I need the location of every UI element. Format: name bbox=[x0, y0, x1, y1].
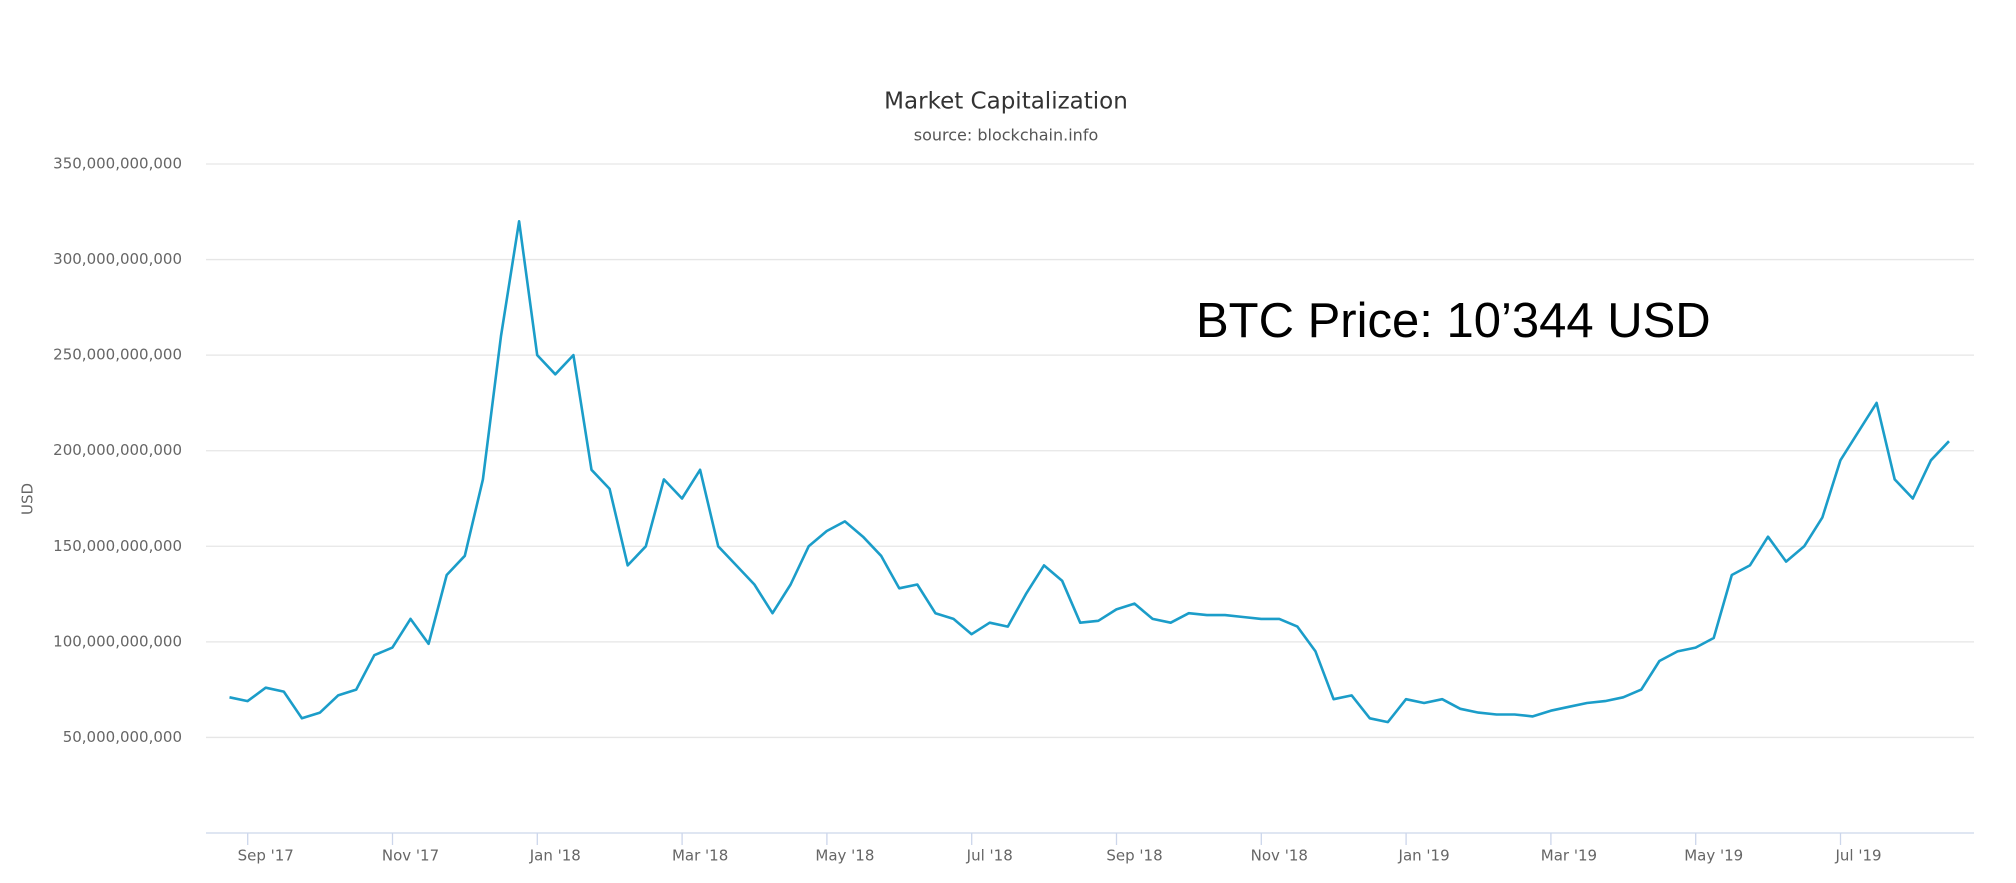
y-tick-label: 200,000,000,000 bbox=[53, 441, 182, 459]
y-tick-label: 350,000,000,000 bbox=[53, 155, 182, 173]
annotation: BTC Price: 10’344 USD bbox=[1196, 294, 1711, 348]
y-axis-label: USD bbox=[19, 483, 37, 515]
y-tick-label: 300,000,000,000 bbox=[53, 250, 182, 268]
y-tick-label: 50,000,000,000 bbox=[63, 728, 182, 746]
chart-title: Market Capitalization bbox=[884, 89, 1128, 115]
x-tick-label: Sep '18 bbox=[1106, 847, 1162, 865]
x-tick-label: Mar '18 bbox=[672, 847, 728, 865]
y-tick-label: 100,000,000,000 bbox=[53, 632, 182, 650]
x-tick-label: Nov '18 bbox=[1251, 847, 1308, 865]
chart-subtitle: source: blockchain.info bbox=[914, 126, 1098, 145]
data-line bbox=[229, 220, 1950, 724]
y-tick-label: 250,000,000,000 bbox=[53, 346, 182, 364]
y-tick-label: 150,000,000,000 bbox=[53, 537, 182, 555]
x-tick-label: Sep '17 bbox=[238, 847, 294, 865]
x-tick-label: Jan '18 bbox=[529, 847, 581, 865]
x-tick-label: May '18 bbox=[815, 847, 874, 865]
x-tick-label: Jan '19 bbox=[1398, 847, 1450, 865]
x-tick-label: Mar '19 bbox=[1541, 847, 1597, 865]
x-tick-label: May '19 bbox=[1684, 847, 1743, 865]
x-tick-label: Nov '17 bbox=[382, 847, 439, 865]
x-tick-label: Jul '18 bbox=[966, 847, 1013, 865]
x-tick-label: Jul '19 bbox=[1834, 847, 1881, 865]
